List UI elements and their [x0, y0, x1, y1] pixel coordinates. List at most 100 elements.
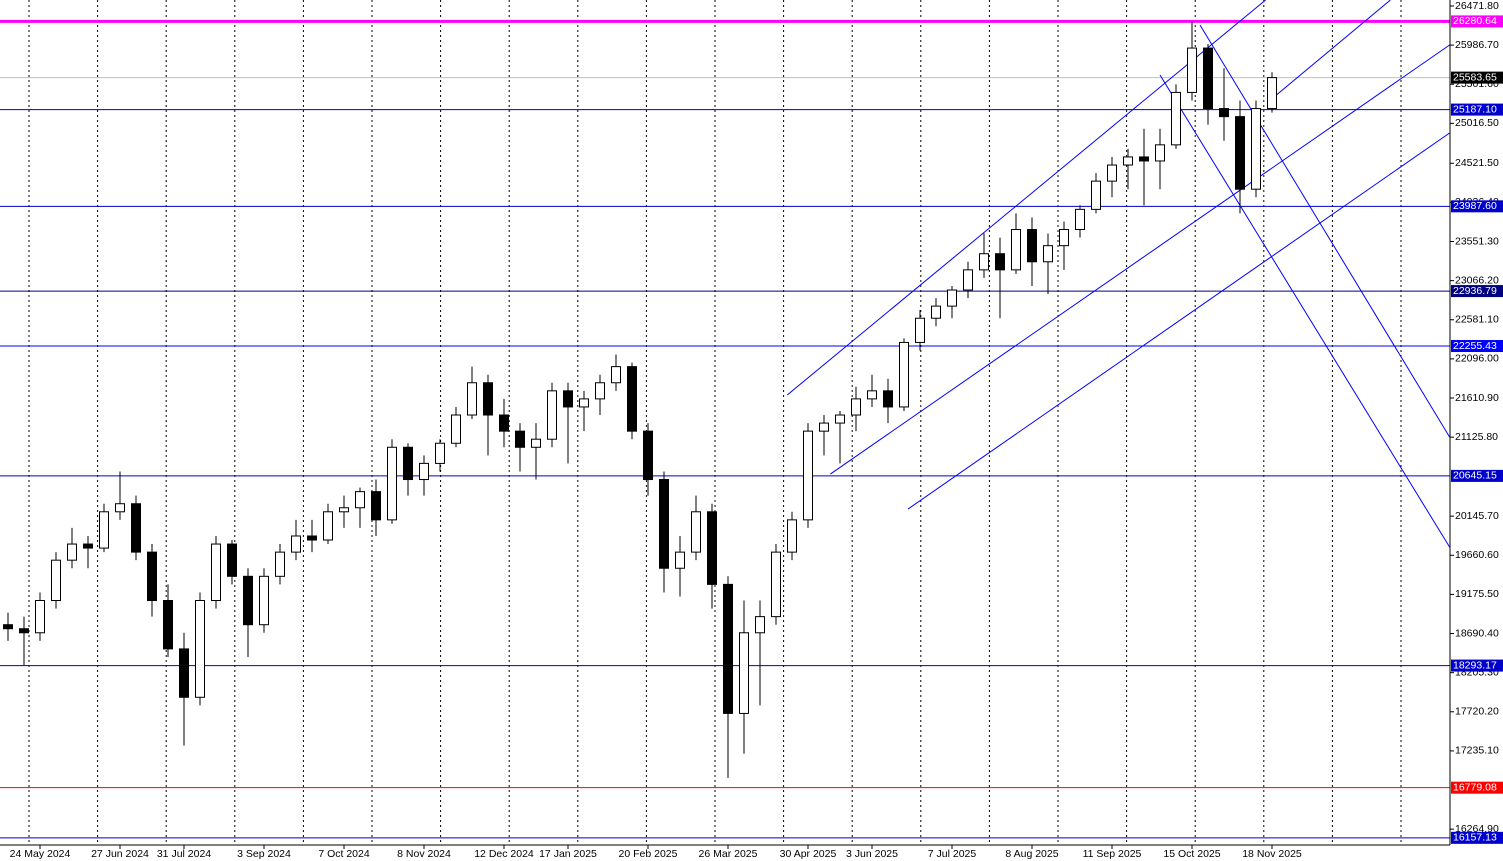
candle-body: [371, 491, 381, 521]
candle-body: [419, 462, 429, 481]
candle-body: [1107, 164, 1117, 182]
level-label: 16779.08: [1453, 781, 1497, 793]
y-tick-label: 19175.50: [1455, 588, 1499, 600]
candle-body: [163, 600, 173, 650]
candle-body: [131, 503, 141, 553]
candle-body: [387, 446, 397, 521]
candle-body: [99, 511, 109, 549]
candle-body: [1139, 156, 1149, 162]
candle-body: [115, 503, 125, 513]
candle-body: [995, 253, 1005, 271]
candle-body: [835, 414, 845, 424]
candle-body: [1043, 245, 1053, 263]
x-tick-label: 8 Aug 2025: [1005, 848, 1058, 860]
candle-body: [51, 559, 61, 602]
x-tick-label: 3 Jun 2025: [846, 848, 898, 860]
candle-body: [1267, 77, 1277, 110]
x-tick-label: 30 Apr 2025: [780, 848, 837, 860]
level-label: 25187.10: [1453, 103, 1497, 115]
candle-body: [67, 543, 77, 561]
candle-body: [1235, 116, 1245, 190]
y-tick-label: 25986.70: [1455, 39, 1499, 51]
trendline: [1270, 0, 1391, 101]
candle-body: [691, 511, 701, 553]
candle-body: [1171, 91, 1181, 146]
candle-body: [787, 519, 797, 553]
candle-body: [435, 442, 445, 464]
candle-body: [1075, 208, 1085, 231]
candle-body: [179, 648, 189, 698]
y-tick-label: 18690.40: [1455, 627, 1499, 639]
candle-body: [1011, 229, 1021, 271]
candle-body: [675, 551, 685, 569]
candle-body: [83, 543, 93, 549]
level-label: 20645.15: [1453, 470, 1497, 482]
candle-body: [627, 366, 637, 432]
candle-body: [851, 398, 861, 416]
candle-body: [595, 382, 605, 400]
x-tick-label: 31 Jul 2024: [157, 848, 211, 860]
plot-area: [0, 0, 1450, 839]
candle-body: [707, 511, 717, 585]
trendline: [1159, 74, 1450, 548]
trendline: [907, 132, 1450, 510]
candle-body: [307, 535, 317, 541]
candle-body: [259, 575, 269, 626]
candle-body: [323, 511, 333, 541]
y-tick-label: 19660.60: [1455, 549, 1499, 561]
candle-body: [275, 551, 285, 577]
candle-body: [483, 382, 493, 416]
candle-body: [803, 430, 813, 521]
level-label-bg: [1451, 469, 1503, 482]
candle-body: [339, 507, 349, 513]
candle-body: [291, 535, 301, 553]
y-tick-label: 17720.20: [1455, 706, 1499, 718]
candle-body: [883, 390, 893, 408]
y-tick-label: 23551.30: [1455, 235, 1499, 247]
candle-body: [755, 616, 765, 634]
candle-body: [499, 414, 509, 432]
x-tick-label: 3 Sep 2024: [237, 848, 291, 860]
y-tick-label: 22581.10: [1455, 314, 1499, 326]
candle-body: [227, 543, 237, 577]
grid: [28, 0, 1402, 845]
candle-body: [19, 628, 29, 634]
y-tick-label: 20145.70: [1455, 510, 1499, 522]
candle-body: [739, 632, 749, 714]
axis: 26471.8025986.7025501.6025016.5024521.50…: [10, 0, 1503, 860]
level-label-bg: [1451, 285, 1503, 298]
candle-body: [643, 430, 653, 481]
x-tick-label: 11 Sep 2025: [1083, 848, 1142, 860]
candle-body: [915, 317, 925, 343]
candle-body: [35, 600, 45, 634]
candle-body: [451, 414, 461, 444]
y-tick-label: 17235.10: [1455, 745, 1499, 757]
candle-body: [1203, 47, 1213, 110]
level-label-bg: [1451, 200, 1503, 213]
candle-body: [515, 430, 525, 448]
candle-body: [1155, 144, 1165, 162]
candle-body: [947, 289, 957, 307]
y-tick-label: 24521.50: [1455, 157, 1499, 169]
level-label: 22255.43: [1453, 340, 1497, 352]
level-label: 25583.65: [1453, 71, 1497, 83]
candle-body: [1027, 229, 1037, 263]
x-tick-label: 7 Oct 2024: [318, 848, 370, 860]
candle-body: [243, 575, 253, 626]
candle-body: [1091, 180, 1101, 210]
candle-body: [1059, 229, 1069, 247]
level-label-bg: [1451, 781, 1503, 794]
candle-body: [1187, 47, 1197, 93]
x-tick-label: 24 May 2024: [10, 848, 71, 860]
x-tick-label: 20 Feb 2025: [619, 848, 678, 860]
candle-body: [211, 543, 221, 602]
candle-body: [355, 491, 365, 509]
candle-body: [147, 551, 157, 602]
candle-body: [563, 390, 573, 408]
x-tick-label: 27 Jun 2024: [91, 848, 149, 860]
level-label: 18293.17: [1453, 659, 1497, 671]
x-tick-label: 18 Nov 2025: [1242, 848, 1302, 860]
trendline: [786, 0, 1266, 396]
candle-body: [195, 600, 205, 698]
